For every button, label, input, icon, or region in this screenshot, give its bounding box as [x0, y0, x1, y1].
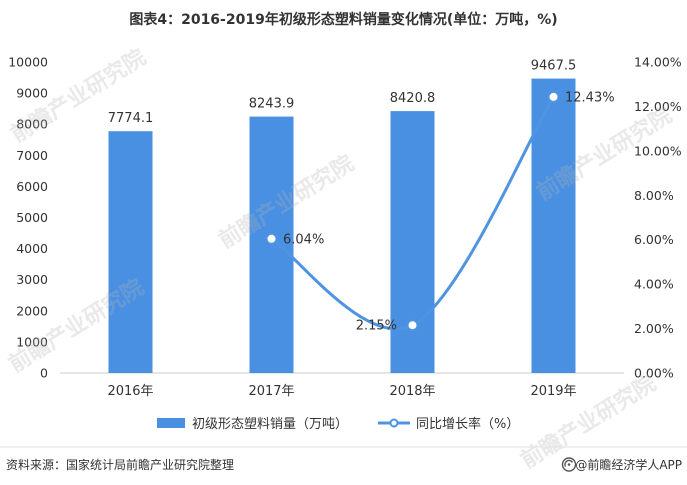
legend-item-growth: 同比增长率（%）	[378, 416, 519, 432]
y-tick-label-left: 7000	[16, 148, 48, 163]
line-point	[265, 232, 278, 245]
x-axis-labels: 2016年 2017年 2018年 2019年	[107, 384, 576, 399]
bar	[108, 131, 153, 373]
legend-item-sales: 初级形态塑料销量（万吨）	[157, 417, 348, 432]
y-tick-label-left: 8000	[16, 117, 48, 132]
y-tick-label-left: 10000	[8, 55, 48, 70]
bar-data-label: 9467.5	[531, 59, 577, 74]
y-tick-label-right: 14.00%	[634, 55, 682, 70]
y-tick-label-left: 2000	[16, 303, 48, 318]
y-tick-label-left: 3000	[16, 272, 48, 287]
line-data-label: 2.15%	[356, 319, 397, 334]
y-tick-label-right: 2.00%	[634, 321, 674, 336]
y-tick-label-left: 5000	[16, 210, 48, 225]
bar-series	[108, 78, 576, 373]
line-data-label: 6.04%	[283, 232, 324, 247]
line-series	[265, 90, 560, 332]
legend-line-dot	[389, 418, 399, 428]
legend-label-sales: 初级形态塑料销量（万吨）	[192, 417, 348, 432]
y-tick-label-right: 6.00%	[634, 232, 674, 247]
x-tick-label: 2018年	[389, 384, 435, 399]
line-point	[406, 319, 419, 332]
qianzhan-logo-icon	[561, 457, 577, 472]
chart-title: 图表4：2016-2019年初级形态塑料销量变化情况(单位：万吨，%)	[129, 11, 557, 28]
bar	[390, 111, 435, 373]
x-tick-label: 2016年	[107, 384, 153, 399]
bar-data-label: 8243.9	[249, 97, 295, 112]
y-axis-right: 0.00% 2.00% 4.00% 6.00% 8.00% 10.00% 12.00% 14.…	[634, 55, 682, 381]
y-tick-label-left: 1000	[16, 334, 48, 349]
y-axis-left: 0 1000 2000 3000 4000 5000 6000 7000 8000 9000 100…	[8, 55, 48, 381]
y-tick-label-left: 0	[40, 366, 48, 381]
y-tick-label-right: 0.00%	[634, 366, 674, 381]
x-tick-label: 2017年	[248, 384, 294, 399]
line-point	[547, 90, 560, 103]
legend: 初级形态塑料销量（万吨） 同比增长率（%）	[157, 416, 519, 432]
source-note: 资料来源：国家统计局前瞻产业研究院整理	[6, 457, 234, 472]
legend-bar-swatch	[157, 418, 185, 428]
line-data-label: 12.43%	[565, 90, 615, 105]
y-tick-label-right: 4.00%	[634, 277, 674, 292]
line-data-labels: 6.04% 2.15% 12.43%	[283, 90, 615, 333]
brand-credit: @前瞻经济学人APP	[575, 457, 682, 472]
watermarks: 前瞻产业研究院 前瞻产业研究院 前瞻产业研究院 前瞻产业研究院 前瞻产业研究院	[4, 44, 676, 474]
x-tick-label: 2019年	[530, 384, 576, 399]
bar-data-label: 7774.1	[108, 111, 154, 126]
y-tick-label-right: 10.00%	[634, 143, 682, 158]
y-tick-label-left: 9000	[16, 86, 48, 101]
legend-label-growth: 同比增长率（%）	[416, 416, 519, 432]
y-tick-label-right: 12.00%	[634, 99, 682, 114]
y-tick-label-right: 8.00%	[634, 188, 674, 203]
bar	[531, 78, 576, 373]
y-tick-label-left: 6000	[16, 179, 48, 194]
y-tick-label-left: 4000	[16, 241, 48, 256]
bar-data-label: 8420.8	[390, 91, 436, 106]
bar-data-labels: 7774.1 8243.9 8420.8 9467.5	[108, 59, 577, 127]
